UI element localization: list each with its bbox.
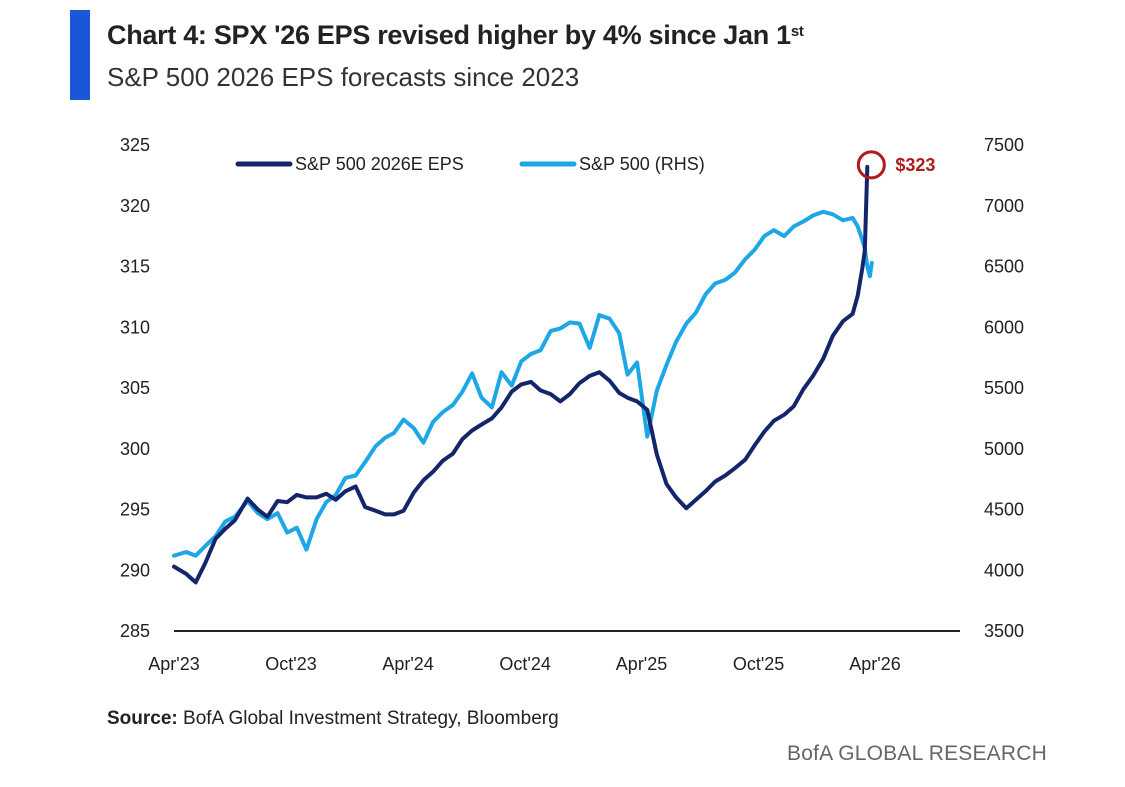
x-tick-label: Oct'24: [499, 654, 550, 674]
x-tick-label: Oct'25: [733, 654, 784, 674]
y-right-tick-label: 3500: [984, 621, 1024, 641]
y-right-tick-label: 6000: [984, 317, 1024, 337]
y-left-tick-label: 315: [120, 257, 150, 277]
series-layer: [172, 164, 874, 585]
chart-title: Chart 4: SPX '26 EPS revised higher by 4…: [107, 20, 804, 51]
source-label: Source:: [107, 708, 178, 729]
y-left-tick-label: 300: [120, 439, 150, 459]
legend: S&P 500 2026E EPS S&P 500 (RHS): [235, 154, 705, 174]
legend-label: S&P 500 (RHS): [579, 154, 705, 174]
y-left-tick-label: 285: [120, 621, 150, 641]
chart-title-text: Chart 4: SPX '26 EPS revised higher by 4…: [107, 20, 791, 50]
y-left-tick-label: 320: [120, 196, 150, 216]
y-right-tick-label: 4500: [984, 500, 1024, 520]
y-right-tick-label: 7500: [984, 135, 1024, 155]
chart-subtitle: S&P 500 2026 EPS forecasts since 2023: [107, 62, 580, 92]
title-accent-bar: [70, 10, 90, 100]
callout-value-label: $323: [895, 155, 935, 175]
y-left-tick-label: 310: [120, 317, 150, 337]
x-tick-label: Apr'26: [849, 654, 900, 674]
y-right-tick-label: 5000: [984, 439, 1024, 459]
y-left-tick-label: 305: [120, 378, 150, 398]
brand-footer: BofA GLOBAL RESEARCH: [787, 742, 1047, 765]
callout-circle: [856, 150, 886, 180]
y-left-tick-label: 290: [120, 560, 150, 580]
x-tick-label: Oct'23: [265, 654, 316, 674]
x-tick-label: Apr'25: [616, 654, 667, 674]
axes-layer: 285 290 295 300 305 310 315 320 325 3500 4000 4500 5…: [120, 135, 1024, 674]
y-right-tick-label: 4000: [984, 560, 1024, 580]
y-left-tick-label: 325: [120, 135, 150, 155]
source-note: Source: BofA Global Investment Strategy,…: [107, 708, 559, 730]
chart-title-superscript: st: [790, 23, 804, 40]
series-line-spx: [172, 209, 874, 558]
source-text: BofA Global Investment Strategy, Bloombe…: [177, 708, 559, 729]
eps-vs-spx-line-chart: 285 290 295 300 305 310 315 320 325 3500 4000 4500 5…: [120, 135, 1024, 674]
x-tick-label: Apr'23: [148, 654, 199, 674]
y-right-tick-label: 7000: [984, 196, 1024, 216]
series-line-eps: [172, 164, 870, 585]
y-right-tick-label: 6500: [984, 257, 1024, 277]
y-right-tick-label: 5500: [984, 378, 1024, 398]
x-tick-label: Apr'24: [382, 654, 433, 674]
legend-label: S&P 500 2026E EPS: [295, 154, 464, 174]
annotation-layer: $323: [856, 150, 935, 180]
y-left-tick-label: 295: [120, 500, 150, 520]
